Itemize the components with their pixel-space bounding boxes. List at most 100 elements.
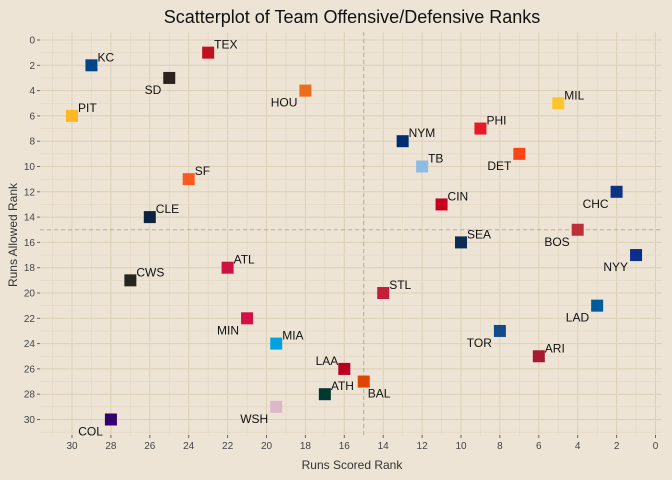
point-label-col: COL (78, 425, 103, 439)
x-tick-label: 24 (183, 441, 195, 452)
point-nyy (630, 249, 643, 262)
y-tick-label: 28 (24, 390, 36, 401)
point-label-bos: BOS (544, 235, 569, 249)
point-label-cle: CLE (156, 202, 179, 216)
y-tick-label: 18 (24, 263, 36, 274)
x-tick-label: 22 (222, 441, 234, 452)
point-label-laa: LAA (316, 354, 339, 368)
point-label-ari: ARI (545, 341, 565, 355)
point-tb (416, 160, 429, 173)
y-tick-label: 12 (24, 187, 36, 198)
y-tick-label: 26 (24, 364, 36, 375)
point-label-pit: PIT (78, 101, 97, 115)
point-hou (299, 84, 312, 97)
x-tick-label: 30 (66, 441, 78, 452)
point-lad (591, 299, 604, 312)
point-label-wsh: WSH (240, 412, 268, 426)
point-label-sea: SEA (467, 227, 491, 241)
y-tick-label: 30 (24, 415, 36, 426)
point-label-mil: MIL (564, 88, 584, 102)
point-wsh (270, 400, 283, 413)
point-chc (610, 185, 623, 198)
x-tick-label: 16 (339, 441, 351, 452)
point-phi (474, 122, 487, 135)
point-label-sd: SD (145, 83, 162, 97)
x-tick-label: 10 (455, 441, 467, 452)
x-tick-label: 20 (261, 441, 273, 452)
point-nym (396, 135, 409, 148)
x-tick-label: 12 (417, 441, 429, 452)
point-label-tor: TOR (467, 336, 492, 350)
point-label-nyy: NYY (603, 260, 628, 274)
reference-lines (40, 32, 662, 435)
point-label-min: MIN (217, 323, 239, 337)
x-tick-label: 2 (614, 441, 620, 452)
point-sf (182, 173, 195, 186)
point-laa (338, 362, 351, 375)
x-tick-label: 0 (653, 441, 659, 452)
point-sea (455, 236, 467, 249)
x-tick-label: 14 (378, 441, 390, 452)
x-tick-label: 18 (300, 441, 312, 452)
x-tick-label: 8 (497, 441, 503, 452)
y-axis-title: Runs Allowed Rank (6, 182, 20, 287)
y-tick-label: 0 (29, 36, 35, 47)
x-axis-ticks: 30 28 26 24 22 20 18 16 14 12 10 8 6 4 2 0 (66, 435, 659, 452)
point-label-sf: SF (195, 164, 210, 178)
point-label-lad: LAD (566, 311, 590, 325)
point-min (241, 312, 254, 325)
point-label-hou: HOU (271, 96, 298, 110)
x-tick-label: 4 (575, 441, 581, 452)
y-tick-label: 24 (24, 339, 36, 350)
point-label-tb: TB (428, 152, 443, 166)
point-stl (377, 287, 390, 299)
point-label-stl: STL (389, 278, 411, 292)
point-label-nym: NYM (409, 126, 436, 140)
point-labels: KC TEX SD HOU PIT MIL PHI NYM DET TB SF CIN CHC CLE SE… (78, 38, 628, 439)
x-tick-label: 26 (144, 441, 156, 452)
point-label-kc: KC (97, 50, 114, 64)
y-tick-label: 14 (24, 213, 36, 224)
chart-title: Scatterplot of Team Offensive/Defensive … (164, 7, 541, 27)
x-axis-title: Runs Scored Rank (302, 458, 404, 472)
point-pit (66, 109, 78, 122)
y-tick-label: 20 (24, 289, 36, 300)
point-label-chc: CHC (583, 197, 609, 211)
x-tick-label: 28 (105, 441, 117, 452)
point-cws (124, 274, 137, 287)
point-label-tex: TEX (214, 38, 237, 52)
point-mia (270, 337, 283, 350)
point-col (104, 413, 117, 426)
y-tick-label: 4 (29, 86, 35, 97)
point-cle (143, 211, 156, 224)
point-label-det: DET (487, 159, 512, 173)
point-sd (163, 71, 176, 84)
point-cin (435, 198, 448, 211)
point-det (513, 147, 526, 160)
point-label-phi: PHI (486, 114, 506, 128)
y-tick-label: 22 (24, 314, 36, 325)
point-bos (571, 223, 584, 236)
y-tick-label: 16 (24, 238, 36, 249)
point-ath (318, 388, 331, 401)
point-mil (552, 97, 565, 110)
point-label-bal: BAL (368, 387, 391, 401)
point-label-mia: MIA (282, 329, 303, 343)
point-bal (357, 375, 370, 388)
y-tick-label: 2 (29, 61, 35, 72)
point-ari (532, 350, 545, 363)
point-label-ath: ATH (331, 379, 354, 393)
data-points (66, 46, 643, 426)
y-tick-label: 6 (29, 111, 35, 122)
point-tex (202, 46, 215, 59)
point-label-cin: CIN (448, 189, 469, 203)
y-tick-label: 8 (29, 137, 35, 148)
x-tick-label: 6 (536, 441, 542, 452)
point-label-cws: CWS (136, 265, 164, 279)
point-tor (493, 324, 506, 337)
y-tick-label: 10 (24, 162, 36, 173)
point-atl (221, 261, 234, 274)
